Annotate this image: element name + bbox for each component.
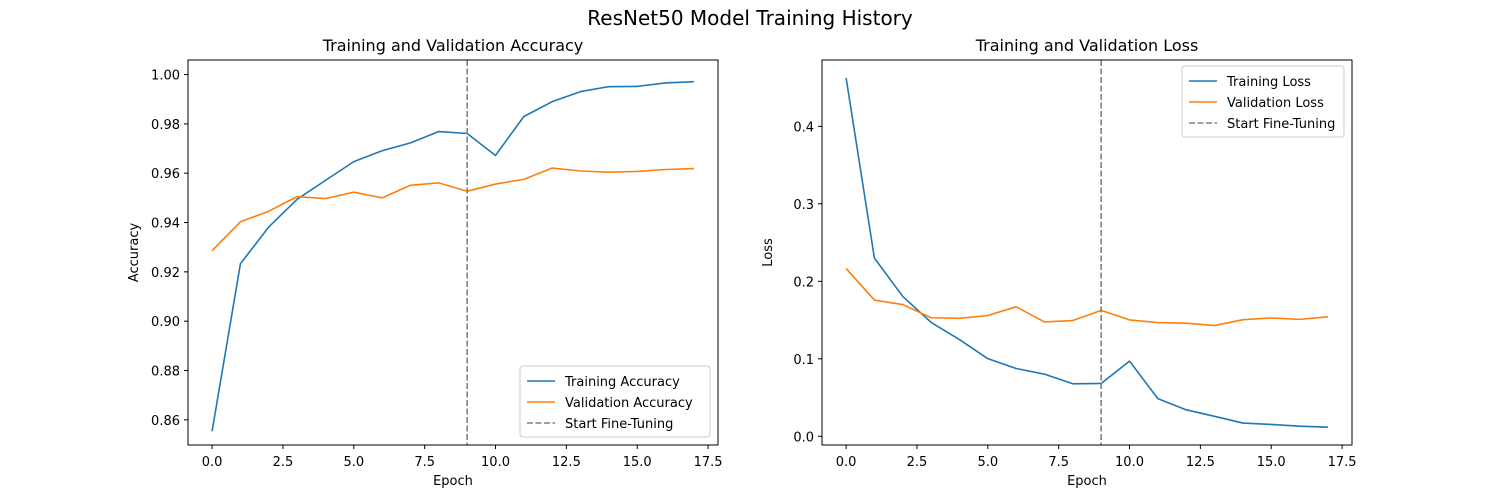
x-tick-label: 17.5 xyxy=(1328,455,1357,470)
legend-label: Validation Accuracy xyxy=(565,396,693,411)
x-tick-label: 5.0 xyxy=(343,455,364,470)
y-tick-label: 0.96 xyxy=(151,167,180,182)
x-tick-label: 7.5 xyxy=(1048,455,1069,470)
chart-title: Training and Validation Accuracy xyxy=(322,36,584,55)
y-tick-label: 0.2 xyxy=(793,275,814,290)
y-tick-label: 1.00 xyxy=(151,69,180,84)
x-axis-label: Epoch xyxy=(1067,474,1107,489)
x-tick-label: 7.5 xyxy=(414,455,435,470)
y-axis-label: Loss xyxy=(761,238,776,267)
x-tick-label: 15.0 xyxy=(1257,455,1286,470)
legend-label: Start Fine-Tuning xyxy=(1227,117,1335,132)
x-tick-label: 2.5 xyxy=(907,455,928,470)
legend-box xyxy=(519,365,711,438)
legend: Training Accuracy Validation Accuracy Star… xyxy=(519,365,711,438)
legend-label: Training Loss xyxy=(1226,75,1311,90)
chart-panel-1: Training and Validation Accuracy 0.0 2.5 5.… xyxy=(127,36,723,489)
y-tick-label: 0.1 xyxy=(793,353,814,368)
x-tick-label: 0.0 xyxy=(202,455,223,470)
x-tick-label: 2.5 xyxy=(273,455,294,470)
x-tick-label: 5.0 xyxy=(977,455,998,470)
series-line-1 xyxy=(845,77,1328,428)
y-tick-label: 0.94 xyxy=(151,217,180,232)
legend-box xyxy=(1181,65,1345,138)
x-tick-label: 12.5 xyxy=(552,455,581,470)
plot-frame xyxy=(187,59,719,446)
chart-panel-2: Training and Validation Loss 0.0 2.5 5.0 7.5… xyxy=(761,36,1357,489)
y-tick-label: 0.90 xyxy=(151,315,180,330)
series-line-2 xyxy=(845,267,1328,327)
y-tick-label: 0.3 xyxy=(793,198,814,213)
series-line-1 xyxy=(211,80,694,432)
y-tick-label: 0.88 xyxy=(151,365,180,380)
x-tick-label: 0.0 xyxy=(836,455,857,470)
x-tick-label: 12.5 xyxy=(1186,455,1215,470)
chart-title: Training and Validation Loss xyxy=(975,36,1199,55)
y-tick-label: 0.92 xyxy=(151,266,180,281)
legend-label: Validation Loss xyxy=(1227,96,1324,111)
x-tick-label: 10.0 xyxy=(1115,455,1144,470)
x-axis-label: Epoch xyxy=(433,474,473,489)
legend: Training Loss Validation Loss Start Fine-T… xyxy=(1181,65,1345,138)
plot-frame xyxy=(821,59,1353,446)
x-tick-label: 17.5 xyxy=(694,455,723,470)
y-tick-label: 0.86 xyxy=(151,414,180,429)
y-tick-label: 0.98 xyxy=(151,118,180,133)
x-tick-label: 15.0 xyxy=(623,455,652,470)
series-line-2 xyxy=(211,167,694,252)
x-tick-label: 10.0 xyxy=(481,455,510,470)
y-tick-label: 0.0 xyxy=(793,430,814,445)
y-tick-label: 0.4 xyxy=(793,120,814,135)
y-axis-label: Accuracy xyxy=(127,223,142,283)
figure-title: ResNet50 Model Training History xyxy=(587,6,913,30)
legend-label: Training Accuracy xyxy=(564,375,680,390)
legend-label: Start Fine-Tuning xyxy=(565,417,673,432)
